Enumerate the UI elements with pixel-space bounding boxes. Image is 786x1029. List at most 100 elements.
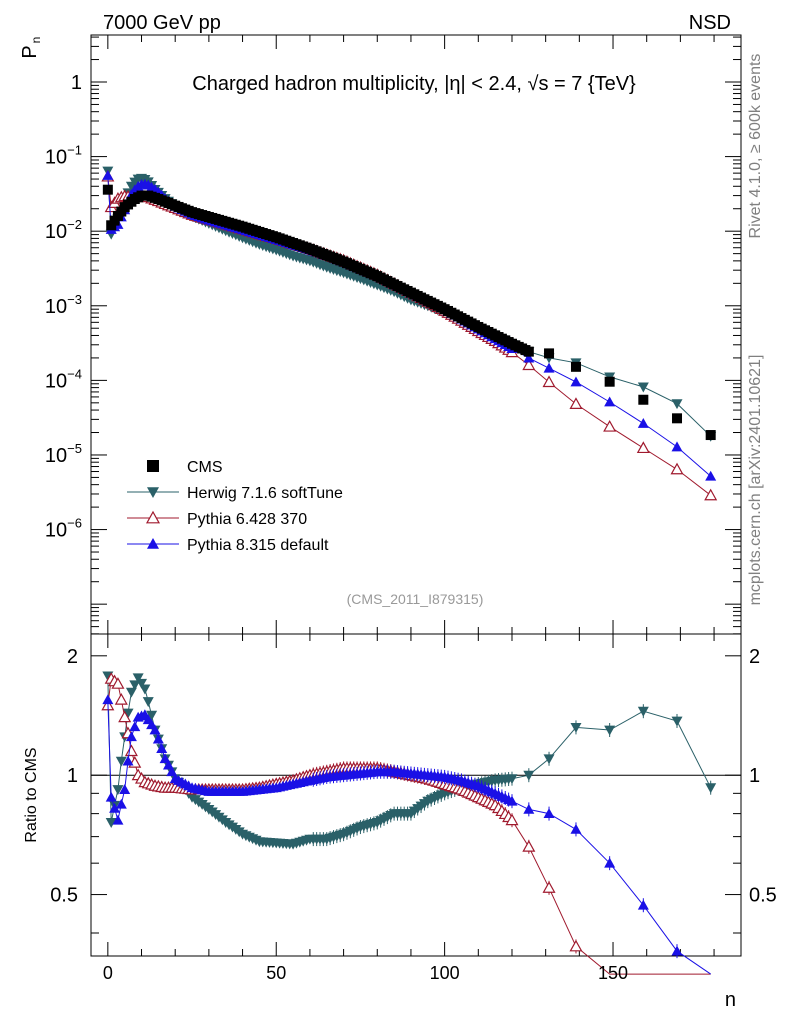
y-tick-label-exponent: −5 — [67, 441, 82, 456]
main-series-point — [522, 358, 536, 371]
ratio-series-point — [114, 692, 128, 705]
ratio-series-point — [570, 722, 582, 733]
y-axis-title: P n — [19, 37, 43, 59]
ratio-series-point — [637, 899, 649, 910]
legend-label: Pythia 6.428 370 — [187, 511, 307, 528]
main-series-point — [636, 441, 650, 454]
y-axis-title-main: P — [19, 45, 41, 58]
main-series-point — [570, 376, 582, 387]
ratio-series-point — [705, 783, 717, 794]
ratio-series-point — [506, 774, 518, 785]
ratio-series-point — [115, 798, 127, 809]
ratio-series-point — [122, 708, 134, 719]
y-tick-label-base: 10 — [45, 370, 67, 392]
main-series-point — [102, 169, 114, 180]
ratio-series-point — [102, 694, 114, 705]
ratio-series-point — [543, 808, 555, 819]
ratio-tick-label-right: 2 — [749, 646, 760, 668]
ratio-series-point — [146, 710, 158, 721]
ratio-series-point — [139, 684, 151, 695]
ratio-tick-label-right: 1 — [749, 765, 760, 787]
ratio-series-point — [570, 823, 582, 834]
y-tick-label-exponent: −6 — [67, 516, 82, 531]
ratio-series-point — [523, 770, 535, 781]
main-series-point — [603, 419, 617, 432]
y-tick-label: 10−3 — [45, 292, 82, 318]
ratio-tick-label-right: 0.5 — [749, 885, 777, 907]
legend-label: Herwig 7.1.6 softTune — [187, 485, 343, 502]
legend-marker — [145, 510, 161, 524]
ratio-series-point — [111, 677, 125, 689]
ratio-series-point — [162, 759, 174, 770]
y-tick-label-base: 10 — [45, 445, 67, 467]
main-series-point — [543, 362, 555, 373]
ratio-series-point — [604, 725, 616, 736]
y-axis-title-sub: n — [29, 37, 43, 44]
ratio-series-point — [129, 721, 141, 732]
x-tick-labels: 0 50 100 150 — [103, 963, 628, 983]
ratio-tick-label: 2 — [67, 646, 78, 668]
main-series — [101, 166, 718, 501]
main-series-point — [637, 382, 649, 393]
main-series-point — [704, 488, 718, 501]
y-tick-label: 10−2 — [45, 217, 82, 243]
y-tick-label: 10−4 — [45, 366, 82, 392]
cms-data-point — [102, 184, 113, 195]
energy-label: 7000 GeV pp — [103, 12, 221, 34]
ratio-series-point — [569, 939, 583, 952]
ratio-series-point — [105, 791, 117, 802]
ratio-series-point — [105, 818, 117, 828]
legend-item: CMS — [147, 459, 223, 476]
legend-label: Pythia 8.315 default — [187, 537, 329, 554]
main-x-ticks — [107, 35, 715, 634]
legend-item: Pythia 8.315 default — [127, 537, 329, 554]
y-tick-label-exponent: −2 — [67, 217, 82, 232]
cms-data-point — [604, 376, 615, 387]
x-axis-title: n — [725, 989, 736, 1011]
legend-item: Pythia 6.428 370 — [127, 510, 307, 528]
cms-data-point — [672, 413, 683, 424]
ratio-series-point — [112, 785, 124, 796]
ratio-series-2 — [102, 694, 711, 975]
main-series-point — [569, 397, 583, 410]
ratio-series-point — [109, 802, 121, 813]
main-series-point — [671, 441, 683, 452]
analysis-id-label: (CMS_2011_I879315) — [347, 591, 484, 607]
legend-label: CMS — [187, 459, 223, 476]
ratio-series-point — [156, 743, 168, 754]
y-tick-label-exponent: −1 — [67, 143, 82, 158]
y-tick-label-base: 10 — [45, 147, 67, 169]
ratio-series-point — [118, 710, 132, 723]
rivet-version-label: Rivet 4.1.0, ≥ 600k events — [747, 54, 764, 239]
process-label: NSD — [689, 12, 731, 34]
cms-data-point — [523, 346, 534, 357]
cms-data-point — [705, 430, 716, 441]
cms-data-point — [638, 394, 649, 405]
main-y-ticks: 110−110−210−310−410−510−6 — [45, 36, 741, 635]
ratio-series-point — [505, 813, 519, 826]
x-tick-label: 50 — [266, 963, 286, 983]
ratio-series-point — [122, 755, 134, 766]
legend-marker — [147, 487, 159, 498]
ratio-series-point — [159, 753, 171, 764]
ratio-series-point — [166, 766, 178, 777]
ratio-series-point — [671, 945, 683, 956]
ratio-series-point — [125, 731, 137, 742]
ratio-series-point — [637, 706, 649, 717]
ratio-tick-label: 1 — [67, 765, 78, 787]
ratio-series-point — [125, 687, 137, 698]
y-tick-label: 10−6 — [45, 516, 82, 542]
main-series-point — [671, 399, 683, 410]
y-tick-label-base: 1 — [71, 72, 82, 94]
legend-item: Herwig 7.1.6 softTune — [127, 485, 343, 502]
y-tick-label-exponent: −3 — [67, 292, 82, 307]
ratio-series-point — [115, 756, 127, 767]
y-tick-label: 1 — [71, 72, 82, 94]
legend: CMS Herwig 7.1.6 softTune Pythia 6.428 370… — [127, 459, 343, 554]
ratio-series-point — [522, 840, 536, 852]
y-tick-label-base: 10 — [45, 520, 67, 542]
ratio-series-point — [119, 784, 131, 794]
